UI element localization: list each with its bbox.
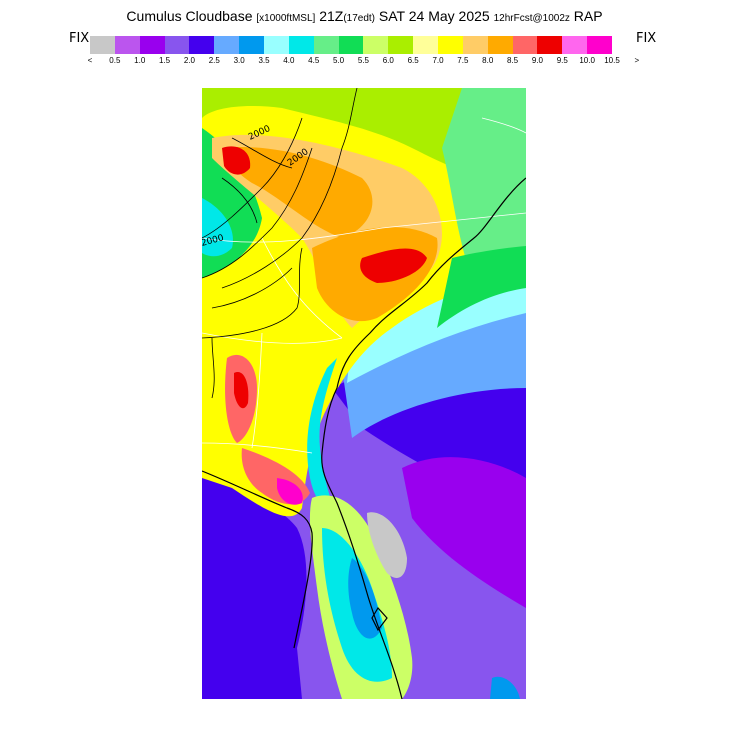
color-swatch: [264, 36, 289, 54]
color-tick-label: 4.0: [283, 56, 295, 65]
color-tick-label: 5.0: [333, 56, 345, 65]
color-tick-label: 8.0: [482, 56, 494, 65]
color-swatch: [114, 36, 140, 54]
northeast-green-field: [442, 88, 526, 278]
color-swatch: [462, 36, 488, 54]
color-tick-label: 7.5: [457, 56, 469, 65]
color-swatch: [487, 36, 513, 54]
color-swatch: [338, 36, 364, 54]
color-swatch: [164, 36, 190, 54]
color-swatch: [313, 36, 339, 54]
color-swatch: [363, 36, 389, 54]
color-swatch: [438, 36, 463, 54]
color-swatch: [562, 36, 588, 54]
color-tick-label: >: [634, 56, 640, 65]
color-swatch: [214, 36, 240, 54]
color-tick-label: 6.0: [382, 56, 394, 65]
color-tick-label: 8.5: [507, 56, 519, 65]
title-valid-time: 21Z: [319, 8, 344, 24]
color-tick-label: 2.5: [208, 56, 220, 65]
color-tick-label: 2.0: [183, 56, 195, 65]
color-swatch: [413, 36, 439, 54]
cloudbase-map: 2000 2000 2000: [202, 88, 526, 699]
color-scale-ticks: <0.5 1.0 1.5 2.0 2.5 3.0 3.5 4.0 4.5 5.0 5.5 6.0 6.5…: [87, 56, 640, 68]
color-tick-label: 10.5: [604, 56, 620, 65]
color-swatch: [537, 36, 563, 54]
title-local-time: (17edt): [343, 13, 376, 24]
color-tick-label: 1.5: [159, 56, 171, 65]
color-swatch: [512, 36, 538, 54]
offshore-gray-field: [367, 512, 407, 578]
color-swatch: [388, 36, 414, 54]
color-tick-label: 7.0: [432, 56, 444, 65]
color-tick-label: 10.0: [579, 56, 595, 65]
georgia-red-field: [234, 372, 249, 409]
atlantic-violet-field: [402, 457, 526, 608]
bahamas-blue-field: [490, 676, 520, 699]
color-swatch: [587, 36, 613, 54]
title-forecast: 12hrFcst@1002z: [493, 13, 570, 24]
carolina-red-field: [360, 248, 427, 283]
color-tick-label: 1.0: [134, 56, 146, 65]
color-swatch: [90, 36, 115, 54]
coastline: [202, 177, 526, 699]
color-swatch: [239, 36, 265, 54]
color-tick-label: 6.5: [407, 56, 419, 65]
color-swatch: [139, 36, 165, 54]
panhandle-magenta-field: [277, 478, 303, 505]
color-tick-label: 9.0: [531, 56, 543, 65]
color-tick-label: 3.5: [258, 56, 270, 65]
map-title: Cumulus Cloudbase [x1000ftMSL] 21Z(17edt…: [0, 8, 729, 24]
color-tick-label: <: [87, 56, 93, 65]
gulf-field: [202, 468, 307, 699]
color-tick-label: 0.5: [109, 56, 121, 65]
state-boundaries: [202, 117, 526, 454]
title-units: [x1000ftMSL]: [256, 13, 316, 24]
contour-lines: [202, 88, 358, 399]
coastal-cyan-strip: [307, 358, 337, 507]
mountain-cyan-field: [202, 198, 233, 257]
color-tick-label: 4.5: [308, 56, 320, 65]
color-swatch: [288, 36, 314, 54]
color-tick-label: 3.0: [233, 56, 245, 65]
offshore-blue-field: [342, 298, 526, 438]
fix-label-right: FIX: [636, 31, 657, 46]
title-model: RAP: [573, 8, 603, 24]
coastal-green-field: [437, 246, 526, 328]
florida-blue-field: [348, 558, 382, 639]
land-darkorange-field: [222, 147, 373, 238]
mountain-red-field: [222, 146, 251, 175]
title-date: SAT 24 May 2025: [378, 8, 490, 24]
color-tick-label: 9.5: [556, 56, 568, 65]
color-swatch: [189, 36, 215, 54]
fix-label-left: FIX: [69, 31, 90, 46]
color-scale-bar: [90, 36, 613, 54]
color-tick-label: 5.5: [357, 56, 369, 65]
map-canvas: 2000 2000 2000: [202, 88, 526, 699]
title-product: Cumulus Cloudbase: [126, 8, 253, 24]
